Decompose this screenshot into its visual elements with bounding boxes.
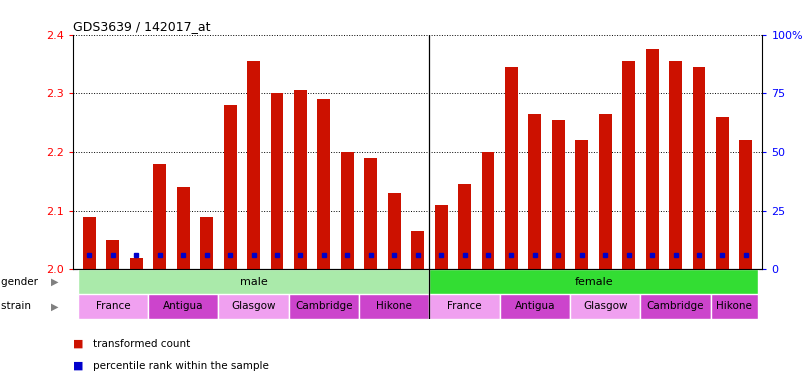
Bar bbox=[693, 67, 706, 270]
Bar bbox=[482, 152, 495, 270]
Bar bbox=[552, 120, 564, 270]
Bar bbox=[599, 114, 611, 270]
Text: France: France bbox=[447, 301, 482, 311]
Text: transformed count: transformed count bbox=[93, 339, 191, 349]
Bar bbox=[646, 49, 659, 270]
Text: Hikone: Hikone bbox=[716, 301, 752, 311]
Bar bbox=[78, 270, 429, 294]
Text: ■: ■ bbox=[73, 339, 87, 349]
Text: France: France bbox=[96, 301, 130, 311]
Bar bbox=[364, 158, 377, 270]
Bar bbox=[78, 294, 148, 319]
Bar bbox=[740, 140, 753, 270]
Bar bbox=[641, 294, 710, 319]
Bar bbox=[716, 117, 729, 270]
Bar bbox=[148, 294, 218, 319]
Bar bbox=[429, 294, 500, 319]
Bar bbox=[505, 67, 518, 270]
Bar bbox=[411, 231, 424, 270]
Bar bbox=[669, 61, 682, 270]
Bar bbox=[289, 294, 359, 319]
Text: ▶: ▶ bbox=[51, 301, 58, 311]
Text: strain: strain bbox=[1, 301, 34, 311]
Bar bbox=[429, 270, 757, 294]
Text: ▶: ▶ bbox=[51, 277, 58, 287]
Bar bbox=[570, 294, 641, 319]
Bar bbox=[224, 105, 237, 270]
Bar bbox=[106, 240, 119, 270]
Text: Glasgow: Glasgow bbox=[583, 301, 628, 311]
Bar bbox=[218, 294, 289, 319]
Bar bbox=[294, 90, 307, 270]
Bar bbox=[341, 152, 354, 270]
Bar bbox=[500, 294, 570, 319]
Text: Glasgow: Glasgow bbox=[231, 301, 276, 311]
Bar bbox=[359, 294, 429, 319]
Bar bbox=[710, 294, 757, 319]
Bar bbox=[177, 187, 190, 270]
Text: percentile rank within the sample: percentile rank within the sample bbox=[93, 361, 269, 371]
Bar bbox=[153, 164, 166, 270]
Bar bbox=[247, 61, 260, 270]
Text: male: male bbox=[240, 277, 268, 287]
Bar bbox=[388, 193, 401, 270]
Text: Antigua: Antigua bbox=[515, 301, 556, 311]
Bar bbox=[575, 140, 588, 270]
Text: Hikone: Hikone bbox=[376, 301, 412, 311]
Text: Cambridge: Cambridge bbox=[647, 301, 704, 311]
Text: female: female bbox=[574, 277, 613, 287]
Text: GDS3639 / 142017_at: GDS3639 / 142017_at bbox=[73, 20, 211, 33]
Bar bbox=[622, 61, 635, 270]
Bar bbox=[529, 114, 542, 270]
Bar bbox=[83, 217, 96, 270]
Bar bbox=[317, 99, 330, 270]
Bar bbox=[271, 93, 283, 270]
Text: gender: gender bbox=[1, 277, 41, 287]
Bar bbox=[130, 258, 143, 270]
Bar bbox=[458, 184, 471, 270]
Text: ■: ■ bbox=[73, 361, 87, 371]
Text: Cambridge: Cambridge bbox=[295, 301, 353, 311]
Bar bbox=[435, 205, 448, 270]
Bar bbox=[200, 217, 213, 270]
Text: Antigua: Antigua bbox=[163, 301, 204, 311]
